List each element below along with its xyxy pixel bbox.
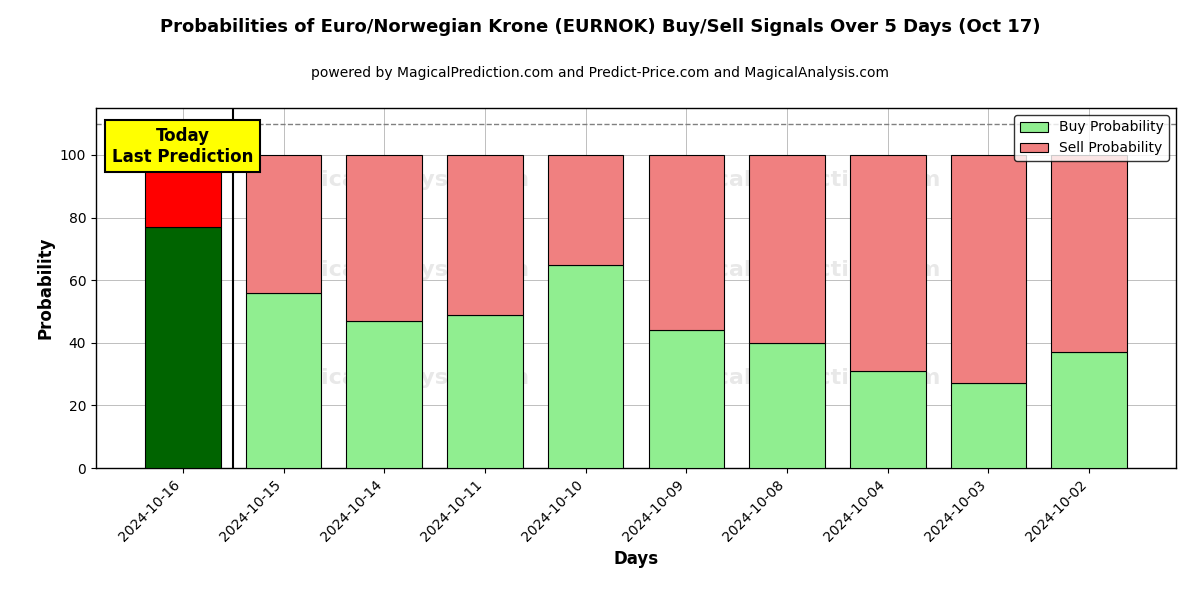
Bar	[850, 371, 925, 468]
Bar	[246, 293, 322, 468]
Text: MagicalPrediction.com: MagicalPrediction.com	[655, 260, 941, 280]
Bar	[749, 155, 824, 343]
Text: MagicalPrediction.com: MagicalPrediction.com	[655, 368, 941, 388]
X-axis label: Days: Days	[613, 550, 659, 568]
Bar	[145, 227, 221, 468]
Bar	[850, 155, 925, 371]
Text: MagicalAnalysis.com: MagicalAnalysis.com	[268, 170, 529, 190]
Bar	[145, 155, 221, 227]
Text: MagicalAnalysis.com: MagicalAnalysis.com	[268, 260, 529, 280]
Bar	[648, 155, 724, 330]
Bar	[347, 155, 422, 321]
Bar	[347, 321, 422, 468]
Y-axis label: Probability: Probability	[36, 237, 54, 339]
Bar	[448, 314, 523, 468]
Text: MagicalPrediction.com: MagicalPrediction.com	[655, 170, 941, 190]
Legend: Buy Probability, Sell Probability: Buy Probability, Sell Probability	[1014, 115, 1169, 161]
Bar	[246, 155, 322, 293]
Bar	[950, 155, 1026, 383]
Bar	[950, 383, 1026, 468]
Bar	[1051, 352, 1127, 468]
Text: MagicalAnalysis.com: MagicalAnalysis.com	[268, 368, 529, 388]
Bar	[548, 155, 624, 265]
Bar	[648, 330, 724, 468]
Text: powered by MagicalPrediction.com and Predict-Price.com and MagicalAnalysis.com: powered by MagicalPrediction.com and Pre…	[311, 66, 889, 80]
Bar	[1051, 155, 1127, 352]
Bar	[448, 155, 523, 314]
Bar	[749, 343, 824, 468]
Text: Today
Last Prediction: Today Last Prediction	[112, 127, 253, 166]
Bar	[548, 265, 624, 468]
Text: Probabilities of Euro/Norwegian Krone (EURNOK) Buy/Sell Signals Over 5 Days (Oct: Probabilities of Euro/Norwegian Krone (E…	[160, 18, 1040, 36]
